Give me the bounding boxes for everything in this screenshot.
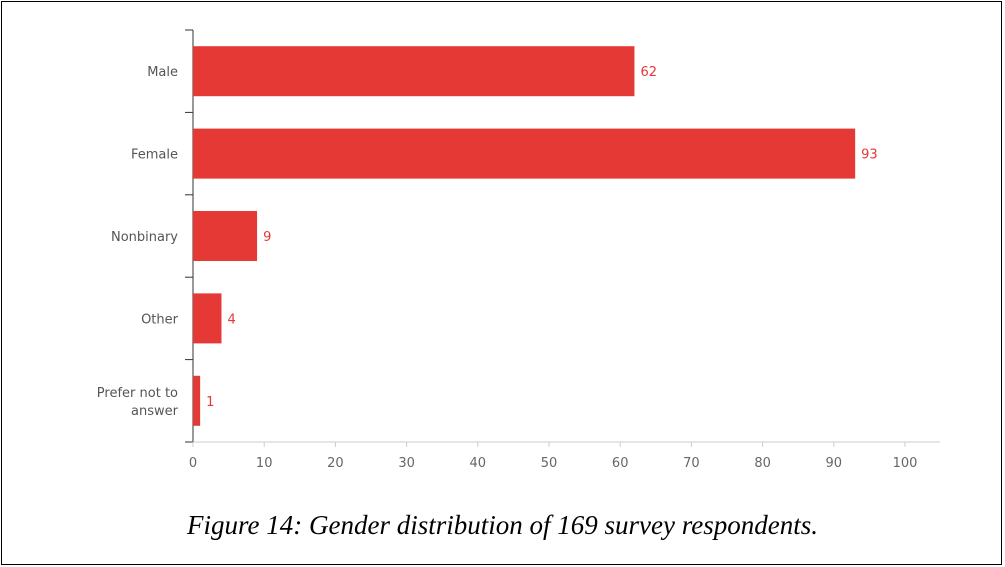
bar-male (193, 46, 635, 97)
category-labels-group: Male Female Nonbinary Other Prefer not to ans… (97, 65, 179, 419)
x-tick-label: 50 (541, 456, 558, 471)
x-tick-label: 70 (683, 456, 700, 471)
bar-nonbinary (193, 211, 258, 261)
x-tick-label: 10 (256, 456, 273, 471)
data-label: 62 (640, 65, 657, 80)
category-label: Prefer not to answer (97, 386, 179, 419)
x-tick-label: 90 (826, 456, 843, 471)
x-tick-label: 30 (398, 456, 415, 471)
x-tick-label: 100 (893, 456, 918, 471)
value-axis (192, 441, 940, 447)
category-label: Other (141, 312, 179, 327)
data-label: 93 (861, 148, 878, 163)
tick-labels-group: 0 10 20 30 40 50 60 70 80 90 100 (189, 456, 918, 471)
bar-female (193, 128, 856, 179)
category-label: Male (147, 65, 178, 80)
x-tick-label: 60 (612, 456, 629, 471)
x-tick-label: 40 (470, 456, 487, 471)
bars-group (193, 46, 856, 426)
data-label: 1 (206, 395, 214, 410)
category-axis (185, 29, 194, 443)
data-label: 4 (227, 312, 235, 327)
x-tick-label: 0 (189, 456, 197, 471)
category-label: Female (131, 148, 178, 163)
figure-caption: Figure 14: Gender distribution of 169 su… (187, 510, 818, 540)
bar-other (193, 293, 222, 344)
data-labels-group: 62 93 9 4 1 (206, 65, 878, 410)
category-label: Nonbinary (111, 230, 178, 245)
data-label: 9 (263, 230, 271, 245)
bar-prefer-not-to-answer (193, 375, 201, 426)
bar-chart: 62 93 9 4 1 Male Female Nonbinary Other Prefer n… (97, 29, 940, 471)
x-tick-label: 20 (327, 456, 344, 471)
x-tick-label: 80 (754, 456, 771, 471)
